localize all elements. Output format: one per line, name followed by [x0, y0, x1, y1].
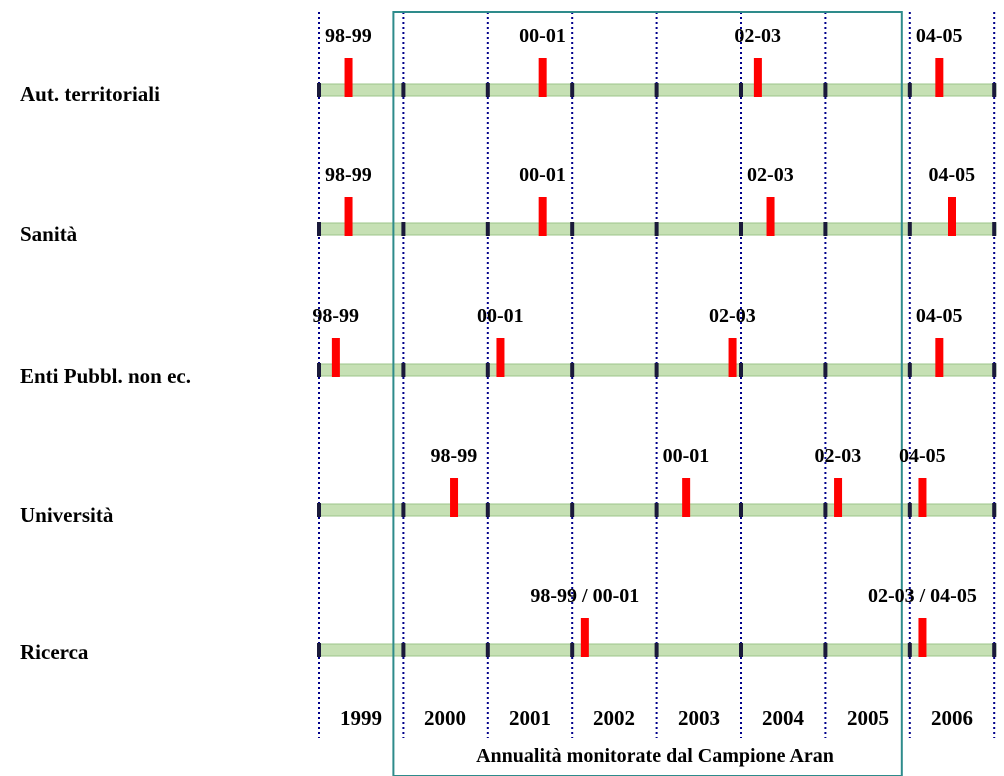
bar-tick	[401, 363, 406, 377]
contract-label: 00-01	[519, 25, 566, 47]
bar-tick	[823, 83, 828, 97]
contract-label: 98-99	[325, 25, 372, 47]
bar-tick	[907, 222, 912, 236]
contract-marker	[918, 478, 927, 517]
contract-marker	[538, 197, 547, 236]
contract-marker	[682, 478, 691, 517]
bar-tick	[907, 83, 912, 97]
year-label-2000: 2000	[424, 706, 466, 730]
bar-tick	[907, 363, 912, 377]
bar-tick	[485, 83, 490, 97]
contract-marker	[580, 618, 589, 657]
contract-marker	[918, 618, 927, 657]
contract-label: 00-01	[476, 305, 524, 327]
contract-marker	[344, 197, 353, 236]
contract-marker	[834, 478, 843, 517]
bar-tick	[317, 503, 321, 517]
contract-marker	[538, 58, 547, 97]
bar-tick	[823, 222, 828, 236]
year-label-2001: 2001	[509, 706, 551, 730]
bar-tick	[654, 643, 659, 657]
bar-tick	[907, 643, 912, 657]
bar-tick	[570, 363, 575, 377]
contract-label: 02-03	[709, 305, 756, 327]
year-label-2004: 2004	[762, 706, 804, 730]
contract-marker	[753, 58, 762, 97]
contract-label: 98-99	[430, 445, 478, 467]
row-label-sanita: Sanità	[20, 222, 78, 246]
bar-tick	[317, 83, 321, 97]
contract-label: 02-03	[814, 445, 862, 467]
bar-tick	[992, 643, 997, 657]
contract-label: 02-03	[734, 25, 782, 47]
contract-label: 02-03 / 04-05	[867, 585, 977, 607]
contract-label: 98-99 / 00-01	[530, 585, 640, 607]
bar-tick	[992, 503, 997, 517]
bar-tick	[907, 503, 912, 517]
bar-tick	[739, 503, 743, 517]
contract-label: 04-05	[915, 25, 963, 47]
bar-tick	[739, 363, 743, 377]
bar-tick	[823, 503, 828, 517]
contract-label: 98-99	[325, 164, 372, 186]
contract-marker	[496, 338, 505, 377]
bar-tick	[317, 222, 321, 236]
bar-tick	[317, 643, 321, 657]
bar-tick	[823, 643, 828, 657]
bar-tick	[401, 222, 406, 236]
bar-tick	[654, 222, 659, 236]
bar-tick	[401, 83, 406, 97]
row-label-aut-territoriali: Aut. territoriali	[20, 82, 160, 106]
contract-marker	[344, 58, 353, 97]
contract-label: 04-05	[898, 445, 946, 467]
bar-tick	[485, 503, 490, 517]
bar-tick	[570, 83, 575, 97]
bar-tick	[654, 363, 659, 377]
contract-marker	[948, 197, 956, 236]
contract-marker	[331, 338, 340, 377]
bar-tick	[823, 363, 828, 377]
year-label-2002: 2002	[593, 706, 635, 730]
contract-marker	[935, 58, 944, 97]
bar-tick	[401, 503, 406, 517]
bar-tick	[401, 643, 406, 657]
bar-tick	[570, 222, 575, 236]
contract-label: 00-01	[519, 164, 566, 186]
bar-tick	[992, 222, 997, 236]
monitored-period-box	[392, 11, 903, 776]
bar-tick	[654, 83, 659, 97]
bar-tick	[654, 503, 659, 517]
bar-tick	[485, 363, 490, 377]
contract-label: 00-01	[662, 445, 710, 467]
contract-label: 04-05	[928, 164, 976, 186]
bar-tick	[317, 363, 321, 377]
row-label-ricerca: Ricerca	[20, 640, 89, 664]
bar-tick	[485, 222, 490, 236]
year-label-2006: 2006	[931, 706, 973, 730]
row-label-enti-pubbl: Enti Pubbl. non ec.	[20, 364, 191, 388]
bar-tick	[570, 503, 575, 517]
year-label-2005: 2005	[847, 706, 889, 730]
bar-tick	[485, 643, 490, 657]
bar-tick	[992, 83, 997, 97]
bar-tick	[739, 222, 743, 236]
bar-tick	[570, 643, 575, 657]
bar-tick	[739, 83, 743, 97]
contract-marker	[728, 338, 737, 377]
bar-tick	[992, 363, 997, 377]
caption: Annualità monitorate dal Campione Aran	[476, 745, 834, 767]
row-label-universita: Università	[20, 503, 114, 527]
contract-label: 98-99	[312, 305, 360, 327]
bar-tick	[739, 643, 743, 657]
contract-marker	[935, 338, 944, 377]
contract-label: 02-03	[747, 164, 794, 186]
contract-marker	[766, 197, 775, 236]
contract-marker	[450, 478, 459, 517]
year-label-2003: 2003	[678, 706, 720, 730]
contract-label: 04-05	[915, 305, 963, 327]
year-label-1999: 1999	[340, 706, 382, 730]
